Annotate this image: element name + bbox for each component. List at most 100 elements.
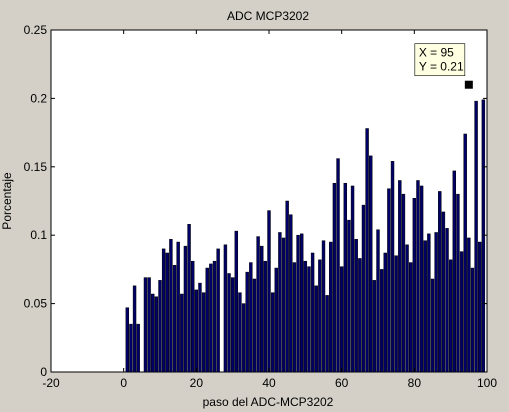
y-tick-label: 0	[40, 365, 47, 379]
data-tip-x-text: X = 95	[419, 46, 454, 60]
x-axis-label: paso del ADC-MCP3202	[203, 395, 334, 409]
bar-94	[463, 133, 467, 373]
bar-39	[263, 260, 268, 373]
bar-3	[132, 285, 137, 373]
bar-82	[419, 185, 424, 373]
x-tick-label: 60	[335, 376, 349, 390]
bar-89	[445, 228, 449, 373]
bar-15	[176, 241, 180, 373]
bar-93	[459, 251, 464, 373]
y-tick-label: 0.25	[24, 23, 48, 37]
data-tip-marker[interactable]	[464, 80, 473, 89]
chart-title: ADC MCP3202	[227, 9, 309, 23]
bar-73	[387, 188, 391, 373]
y-tick-label: 0.05	[24, 297, 48, 311]
bar-41	[270, 292, 275, 373]
bar-50	[303, 260, 308, 373]
bar-29	[227, 273, 231, 373]
bar-52	[310, 252, 315, 373]
bar-40	[267, 210, 271, 373]
bar-36	[252, 278, 257, 373]
bar-98	[478, 241, 482, 373]
data-tip[interactable]: X = 95 Y = 0.21	[414, 43, 473, 89]
bar-64	[354, 239, 358, 373]
x-tick-label: 100	[477, 376, 497, 390]
bar-32	[238, 292, 242, 373]
bar-91	[452, 170, 457, 373]
bar-77	[401, 193, 406, 373]
bar-17	[183, 245, 188, 373]
bar-46	[289, 214, 293, 373]
bar-48	[296, 234, 300, 373]
bar-55	[321, 240, 326, 373]
bar-97	[474, 100, 478, 373]
bar-72	[383, 252, 387, 373]
x-tick-label: -20	[42, 376, 60, 390]
bar-35	[249, 262, 253, 373]
bar-25	[212, 260, 217, 373]
bar-19	[191, 260, 195, 373]
bar-53	[314, 285, 318, 373]
bar-11	[161, 248, 166, 373]
bar-84	[427, 233, 431, 373]
bar-58	[332, 182, 337, 373]
bar-66	[361, 204, 366, 373]
bar-24	[209, 263, 213, 373]
bar-80	[412, 198, 417, 373]
bar-61	[343, 182, 348, 373]
bar-65	[358, 258, 362, 373]
bar-62	[347, 219, 351, 373]
data-tip-y-text: Y = 0.21	[419, 60, 464, 74]
bar-74	[390, 161, 395, 373]
bar-31	[234, 230, 239, 373]
bar-21	[198, 282, 202, 373]
bar-43	[278, 232, 282, 373]
bar-28	[223, 244, 228, 373]
bar-9	[154, 296, 159, 373]
bar-69	[372, 280, 377, 373]
bar-49	[300, 233, 304, 373]
bar-4	[136, 323, 140, 373]
x-tick-label: 0	[120, 376, 127, 390]
bar-70	[376, 229, 380, 373]
bar-37	[256, 236, 260, 373]
bar-99	[481, 99, 486, 373]
bar-44	[281, 237, 286, 373]
y-tick-label: 0.15	[24, 160, 48, 174]
bar-47	[292, 262, 297, 373]
bar-90	[448, 259, 453, 373]
bar-59	[336, 158, 340, 373]
bar-23	[205, 267, 209, 373]
bar-88	[441, 211, 446, 373]
bar-54	[318, 259, 322, 373]
y-tick-label: 0.1	[30, 228, 47, 242]
bar-42	[274, 267, 278, 373]
bar-92	[456, 193, 460, 373]
bar-22	[201, 292, 206, 373]
bar-79	[409, 262, 413, 373]
bar-16	[180, 293, 184, 373]
bar-38	[260, 245, 264, 373]
bar-75	[394, 255, 398, 373]
bar-45	[285, 200, 289, 373]
y-tick-label: 0.2	[30, 91, 47, 105]
bar-51	[307, 266, 311, 373]
bar-7	[147, 277, 151, 373]
x-tick-label: 20	[190, 376, 204, 390]
bar-13	[169, 239, 173, 373]
bar-20	[194, 289, 199, 373]
bar-18	[187, 224, 191, 373]
data-tip-box	[414, 43, 466, 77]
x-tick-label: 80	[408, 376, 422, 390]
bar-85	[430, 278, 435, 373]
bar-68	[369, 155, 373, 373]
bar-26	[216, 248, 220, 373]
bar-87	[438, 191, 442, 373]
bar-10	[158, 280, 162, 373]
bar-14	[172, 265, 177, 373]
bar-63	[350, 185, 355, 373]
bar-76	[398, 180, 402, 373]
bar-78	[405, 244, 409, 373]
